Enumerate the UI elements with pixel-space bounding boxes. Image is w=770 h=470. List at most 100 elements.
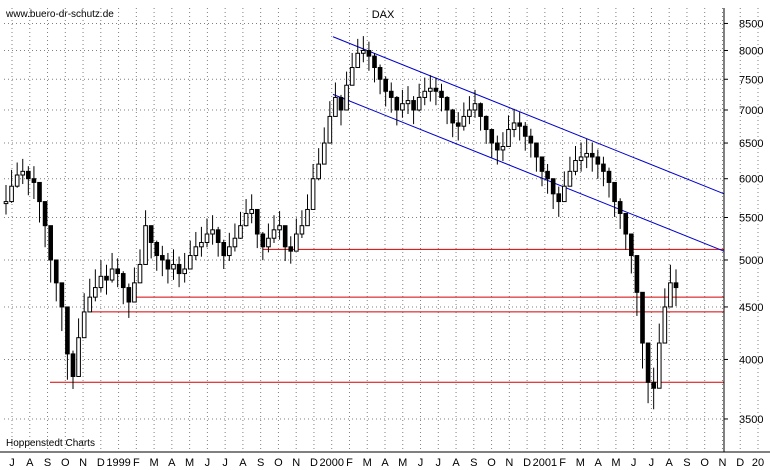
candle-body bbox=[65, 306, 70, 355]
x-tick-label: J bbox=[436, 457, 442, 469]
candle bbox=[629, 233, 634, 274]
candle bbox=[383, 76, 388, 107]
candle-body bbox=[349, 67, 355, 86]
x-tick-label: S bbox=[44, 457, 51, 469]
channel-line bbox=[332, 36, 725, 195]
candle bbox=[461, 102, 467, 131]
candle bbox=[93, 269, 98, 302]
candle-body bbox=[126, 287, 132, 303]
candle-body bbox=[673, 282, 679, 289]
x-tick-label: A bbox=[452, 457, 460, 469]
candle bbox=[489, 128, 495, 158]
x-tick-label: J bbox=[631, 457, 637, 469]
y-tick-label: 6500 bbox=[739, 138, 763, 150]
x-tick-label: D bbox=[97, 457, 105, 469]
candle bbox=[668, 264, 673, 308]
candle-body bbox=[254, 208, 260, 235]
candle bbox=[154, 240, 160, 271]
candle-body bbox=[98, 275, 104, 289]
candle bbox=[104, 264, 109, 295]
candle bbox=[249, 194, 254, 224]
candle-body bbox=[656, 342, 662, 389]
candle bbox=[271, 215, 277, 244]
x-tick-label: N bbox=[718, 457, 726, 469]
candle-body bbox=[645, 342, 651, 383]
candle bbox=[539, 156, 545, 187]
candle-body bbox=[31, 178, 37, 183]
candle bbox=[338, 94, 344, 126]
candle-body bbox=[333, 96, 338, 117]
candle bbox=[422, 77, 428, 106]
candle bbox=[132, 267, 137, 303]
candle bbox=[70, 350, 76, 389]
candle-body bbox=[461, 115, 467, 127]
candle bbox=[221, 239, 227, 269]
candle-body bbox=[182, 268, 187, 275]
candle-body bbox=[528, 135, 534, 144]
candle bbox=[294, 218, 299, 252]
candle-body bbox=[305, 208, 310, 227]
candle bbox=[601, 156, 606, 187]
candle-body bbox=[400, 103, 405, 111]
candle-body bbox=[277, 225, 282, 231]
candle-body bbox=[361, 49, 366, 54]
y-tick-label: 3500 bbox=[739, 414, 763, 426]
source-url: www.buero-dr-schutz.de bbox=[5, 9, 114, 20]
candle bbox=[14, 162, 20, 188]
candle-body bbox=[37, 181, 42, 203]
candle bbox=[450, 108, 455, 138]
candle bbox=[65, 306, 70, 380]
x-tick-label: M bbox=[150, 457, 159, 469]
candle-body bbox=[338, 96, 344, 111]
candle bbox=[589, 142, 595, 172]
candle-body bbox=[606, 170, 612, 183]
candle bbox=[444, 96, 450, 125]
candle-body bbox=[210, 229, 215, 235]
candle-body bbox=[81, 311, 87, 339]
candle bbox=[388, 82, 394, 113]
candle-body bbox=[260, 233, 266, 248]
grid-layer bbox=[4, 8, 759, 452]
candle-body bbox=[9, 185, 14, 203]
y-tick-label: 8500 bbox=[739, 18, 763, 30]
x-tick-label: S bbox=[470, 457, 477, 469]
channel-line bbox=[332, 93, 725, 252]
y-tick-label: 5000 bbox=[739, 255, 763, 267]
candle-body bbox=[42, 201, 48, 227]
candle-body bbox=[612, 181, 617, 203]
x-tick-label: A bbox=[666, 457, 674, 469]
candle bbox=[455, 112, 461, 141]
candle-body bbox=[467, 109, 472, 117]
candle bbox=[528, 128, 534, 158]
axes: J A S O N D 1999 F M A M J J A S O N D 2000 F M A M J J A S O N D 2001… bbox=[0, 8, 770, 469]
x-tick-label: D bbox=[310, 457, 318, 469]
candle bbox=[9, 169, 14, 203]
candle-body bbox=[53, 259, 59, 284]
candle bbox=[316, 148, 321, 181]
candle-body bbox=[115, 268, 120, 275]
candle bbox=[20, 158, 26, 185]
candle bbox=[232, 223, 238, 252]
x-tick-label: J bbox=[9, 457, 15, 469]
candle bbox=[366, 41, 372, 71]
x-tick-label: 2000 bbox=[319, 457, 343, 469]
candle-body bbox=[344, 84, 349, 111]
candle-body bbox=[3, 201, 9, 205]
candle bbox=[76, 318, 81, 377]
candle-body bbox=[584, 152, 589, 158]
x-tick-label: J bbox=[205, 457, 211, 469]
x-tick-label: A bbox=[594, 457, 602, 469]
candle-body bbox=[288, 246, 294, 252]
candle bbox=[227, 232, 232, 262]
candle bbox=[556, 186, 562, 217]
candle-body bbox=[165, 259, 171, 270]
x-tick-label: F bbox=[346, 457, 353, 469]
candle-body bbox=[294, 233, 299, 252]
candle-body bbox=[534, 142, 539, 158]
candle bbox=[48, 225, 53, 283]
candle bbox=[98, 260, 104, 292]
chart-title: DAX bbox=[372, 9, 395, 21]
candle bbox=[573, 146, 578, 176]
candle-body bbox=[48, 225, 53, 261]
candle-body bbox=[472, 103, 478, 111]
